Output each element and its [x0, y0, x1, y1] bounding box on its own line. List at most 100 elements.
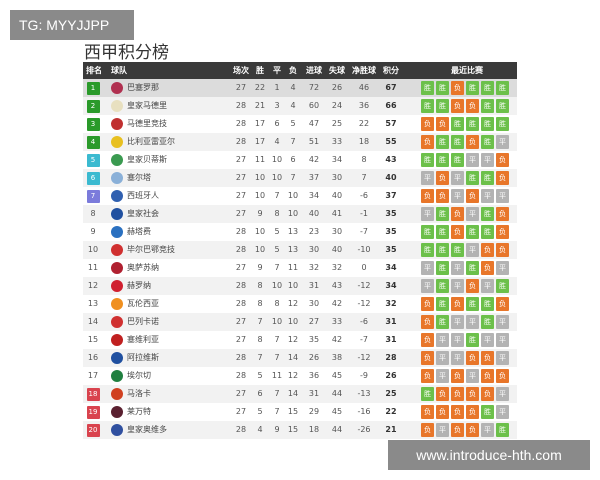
form-result: 平	[496, 333, 509, 347]
form-result: 负	[436, 189, 449, 203]
form-result: 负	[466, 99, 479, 113]
form-result: 平	[481, 333, 494, 347]
form-result: 负	[496, 243, 509, 257]
won: 17	[254, 119, 266, 128]
recent-form: 负胜平平胜平	[421, 315, 509, 329]
points: 67	[385, 83, 397, 92]
form-result: 平	[436, 423, 449, 437]
goals-against: 26	[331, 83, 343, 92]
drawn: 7	[274, 407, 280, 416]
form-result: 负	[436, 405, 449, 419]
table-row[interactable]: 9 赫塔费 28 10 5 13 23 30 -7 35 胜胜负胜胜负	[83, 223, 517, 241]
team-name: 巴塞罗那	[127, 83, 159, 92]
form-result: 平	[421, 207, 434, 221]
form-result: 平	[496, 189, 509, 203]
form-result: 胜	[481, 135, 494, 149]
table-row[interactable]: 2 皇家马德里 28 21 3 4 60 24 36 66 胜胜负负胜胜	[83, 97, 517, 115]
form-result: 平	[451, 189, 464, 203]
team-logo-icon	[111, 352, 123, 364]
form-result: 胜	[466, 297, 479, 311]
rank-number: 14	[87, 317, 99, 326]
recent-form: 负平平胜平平	[421, 333, 509, 347]
table-row[interactable]: 1 巴塞罗那 27 22 1 4 72 26 46 67 胜胜负胜胜胜	[83, 79, 517, 97]
team-logo-icon	[111, 226, 123, 238]
played: 27	[235, 155, 247, 164]
recent-form: 负平负负平胜	[421, 423, 509, 437]
lost: 15	[287, 425, 299, 434]
form-result: 平	[436, 351, 449, 365]
won: 8	[257, 299, 263, 308]
played: 28	[235, 137, 247, 146]
goals-for: 47	[308, 119, 320, 128]
goals-for: 36	[308, 371, 320, 380]
goals-for: 72	[308, 83, 320, 92]
form-result: 负	[421, 423, 434, 437]
team-logo-icon	[111, 298, 123, 310]
form-result: 负	[466, 423, 479, 437]
form-result: 平	[481, 189, 494, 203]
form-result: 平	[481, 279, 494, 293]
form-result: 胜	[466, 261, 479, 275]
goals-against: 30	[331, 173, 343, 182]
form-result: 胜	[481, 225, 494, 239]
goal-difference: -10	[357, 245, 371, 254]
lost: 6	[290, 155, 296, 164]
goals-for: 27	[308, 317, 320, 326]
table-row[interactable]: 20 皇家奥维多 28 4 9 15 18 44 -26 21 负平负负平胜	[83, 421, 517, 439]
table-row[interactable]: 17 埃尔切 28 5 11 12 36 45 -9 26 负平负平负负	[83, 367, 517, 385]
table-row[interactable]: 3 马德里竞技 28 17 6 5 47 25 22 57 负负胜胜胜胜	[83, 115, 517, 133]
table-row[interactable]: 10 毕尔巴鄂竞技 28 10 5 13 30 40 -10 35 胜胜胜平负负	[83, 241, 517, 259]
form-result: 胜	[436, 225, 449, 239]
rank: 18	[86, 385, 100, 403]
table-row[interactable]: 19 莱万特 27 5 7 15 29 45 -16 22 负负负负胜平	[83, 403, 517, 421]
table-row[interactable]: 11 奥萨苏纳 27 9 7 11 32 32 0 34 平胜平胜负平	[83, 259, 517, 277]
rank-badge: 20	[86, 424, 100, 437]
table-row[interactable]: 16 阿拉维斯 28 7 7 14 26 38 -12 28 负平平负负平	[83, 349, 517, 367]
table-row[interactable]: 18 马洛卡 27 6 7 14 31 44 -13 25 胜负负负负平	[83, 385, 517, 403]
form-result: 胜	[421, 99, 434, 113]
team-name: 赫塔费	[127, 227, 151, 236]
table-header: 排名 球队 场次 胜 平 负 进球 失球 净胜球 积分 最近比赛	[83, 62, 517, 79]
goal-difference: -6	[360, 191, 368, 200]
header-pts: 积分	[383, 66, 399, 75]
drawn: 8	[274, 209, 280, 218]
form-result: 负	[496, 171, 509, 185]
team-name: 巴列卡诺	[127, 317, 159, 326]
rank: 5	[86, 151, 100, 169]
goals-against: 40	[331, 191, 343, 200]
table-row[interactable]: 4 比利亚雷亚尔 28 17 4 7 51 33 18 55 负胜胜负胜平	[83, 133, 517, 151]
points: 25	[385, 389, 397, 398]
table-row[interactable]: 7 西班牙人 27 10 7 10 34 40 -6 37 负负平负平平	[83, 187, 517, 205]
rank: 3	[86, 115, 100, 133]
rank-number: 15	[87, 335, 99, 344]
form-result: 胜	[481, 297, 494, 311]
table-row[interactable]: 5 皇家贝蒂斯 27 11 10 6 42 34 8 43 胜胜胜平平负	[83, 151, 517, 169]
watermark-bottom-right: www.introduce-hth.com	[388, 440, 590, 470]
points: 34	[385, 281, 397, 290]
team-name: 马洛卡	[127, 389, 151, 398]
page-title: 西甲积分榜	[84, 43, 169, 63]
form-result: 胜	[466, 333, 479, 347]
rank-badge: 3	[86, 118, 100, 131]
rank-badge: 5	[86, 154, 100, 167]
form-result: 负	[496, 153, 509, 167]
table-row[interactable]: 6 塞尔塔 27 10 10 7 37 30 7 40 平负平胜胜负	[83, 169, 517, 187]
goals-against: 41	[331, 209, 343, 218]
table-row[interactable]: 14 巴列卡诺 27 7 10 10 27 33 -6 31 负胜平平胜平	[83, 313, 517, 331]
table-row[interactable]: 8 皇家社会 27 9 8 10 40 41 -1 35 平胜负平胜负	[83, 205, 517, 223]
goal-difference: -26	[357, 425, 371, 434]
recent-form: 负平平负负平	[421, 351, 509, 365]
team-name: 西班牙人	[127, 191, 159, 200]
drawn: 3	[274, 101, 280, 110]
table-row[interactable]: 13 瓦伦西亚 28 8 8 12 30 42 -12 32 负胜负胜胜负	[83, 295, 517, 313]
team-name: 皇家贝蒂斯	[127, 155, 167, 164]
rank: 9	[86, 223, 100, 241]
team-name: 塞尔塔	[127, 173, 151, 182]
table-row[interactable]: 15 塞维利亚 27 8 7 12 35 42 -7 31 负平平胜平平	[83, 331, 517, 349]
form-result: 平	[436, 369, 449, 383]
rank-number: 10	[87, 245, 99, 254]
form-result: 胜	[421, 81, 434, 95]
form-result: 负	[451, 297, 464, 311]
form-result: 胜	[436, 261, 449, 275]
table-row[interactable]: 12 赫罗纳 28 8 10 10 31 43 -12 34 平胜平负平胜	[83, 277, 517, 295]
